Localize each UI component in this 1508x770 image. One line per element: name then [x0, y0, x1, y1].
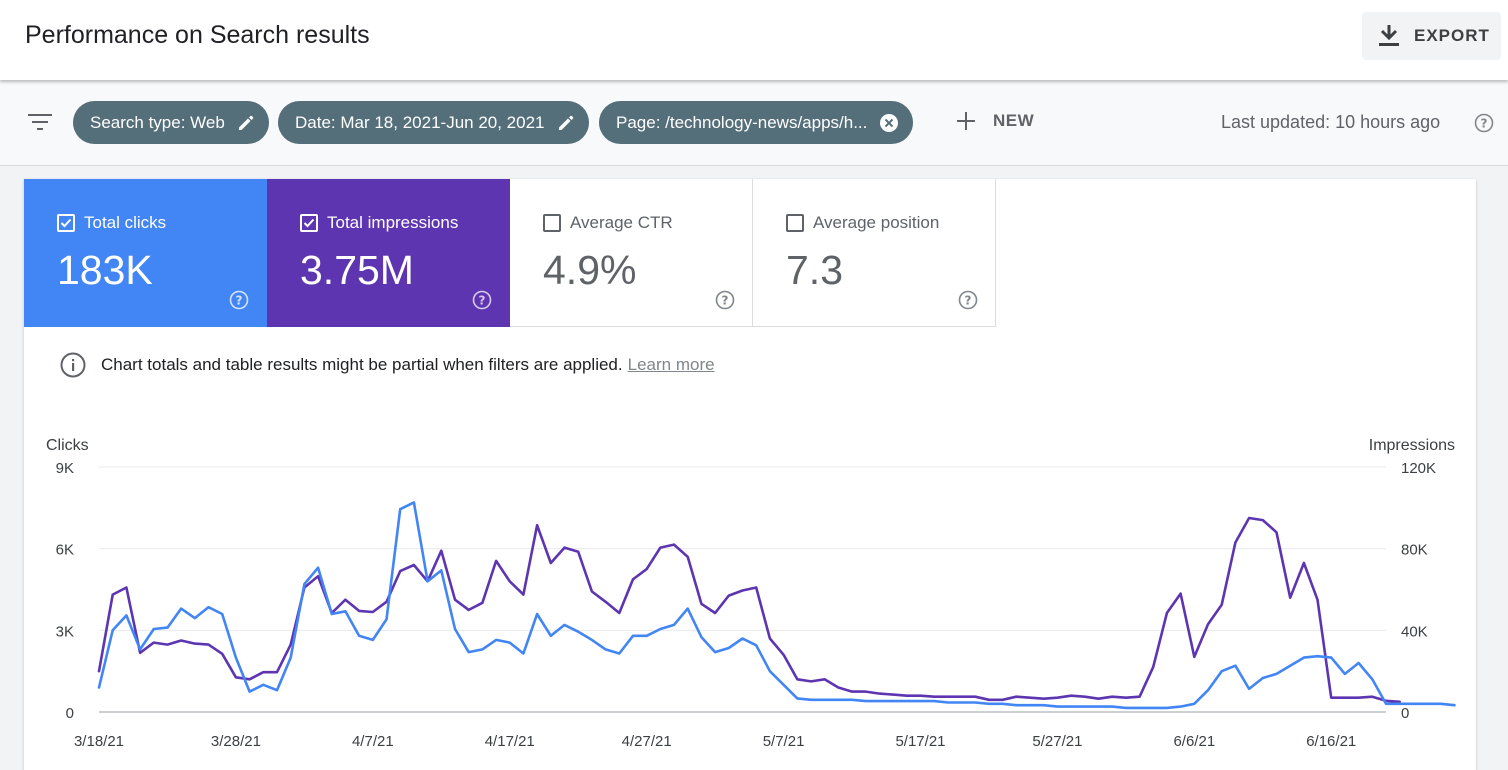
- checkbox-icon[interactable]: [57, 214, 75, 232]
- right-tick-label: 40K: [1401, 623, 1428, 640]
- metric-label: Total impressions: [327, 213, 459, 232]
- left-tick-label: 9K: [56, 460, 74, 477]
- checkbox-icon[interactable]: [543, 214, 561, 232]
- checkbox-icon[interactable]: [300, 214, 318, 232]
- filter-chip-search-type[interactable]: Search type: Web: [73, 101, 269, 144]
- last-updated-text: Last updated: 10 hours ago: [1221, 112, 1441, 132]
- help-icon[interactable]: ?: [229, 290, 249, 310]
- series-line-impressions[interactable]: [97, 516, 1401, 704]
- x-tick-label: 3/28/21: [211, 733, 261, 750]
- series-line-clicks[interactable]: [97, 501, 1456, 710]
- svg-text:?: ?: [479, 294, 486, 308]
- partial-results-notice: Chart totals and table results might be …: [60, 352, 715, 378]
- x-tick-label: 4/7/21: [352, 733, 394, 750]
- right-tick-label: 120K: [1401, 460, 1436, 477]
- filter-chip-page[interactable]: Page: /technology-news/apps/h...: [599, 101, 914, 144]
- metric-average-position[interactable]: Average position 7.3 ?: [753, 179, 996, 327]
- help-icon[interactable]: ?: [472, 290, 492, 310]
- chip-label: Search type: Web: [90, 112, 225, 132]
- svg-text:?: ?: [722, 294, 729, 308]
- help-icon[interactable]: ?: [1474, 113, 1494, 133]
- top-bar: Performance on Search results EXPORT: [0, 0, 1508, 80]
- right-axis-label: Impressions: [1369, 437, 1455, 454]
- metric-label: Average CTR: [570, 213, 673, 232]
- metric-value: 4.9%: [543, 247, 637, 293]
- x-tick-label: 4/27/21: [622, 733, 672, 750]
- performance-chart: Clicks Impressions 0 0 3K 40K 6K 80K 9K 120K 3/1…: [46, 437, 1456, 750]
- pencil-icon[interactable]: [557, 114, 575, 132]
- metric-label: Total clicks: [84, 213, 167, 232]
- new-label: NEW: [993, 111, 1035, 130]
- svg-text:?: ?: [236, 294, 243, 308]
- metric-value: 183K: [57, 247, 153, 293]
- new-filter-button[interactable]: NEW: [955, 110, 1034, 132]
- x-tick-label: 6/6/21: [1173, 733, 1215, 750]
- learn-more-link[interactable]: Learn more: [627, 355, 715, 374]
- chip-label: Page: /technology-news/apps/h...: [616, 112, 868, 132]
- chip-label: Date: Mar 18, 2021-Jun 20, 2021: [295, 112, 545, 132]
- svg-text:?: ?: [965, 294, 972, 308]
- x-tick-label: 5/7/21: [763, 733, 805, 750]
- metric-average-ctr[interactable]: Average CTR 4.9% ?: [510, 179, 753, 327]
- help-icon[interactable]: ?: [958, 290, 978, 310]
- right-tick-label: 0: [1401, 705, 1409, 722]
- help-icon[interactable]: ?: [715, 290, 735, 310]
- performance-card: Total clicks 183K ? Total impressions 3.…: [24, 179, 1476, 770]
- svg-text:?: ?: [1481, 117, 1488, 131]
- export-label: EXPORT: [1414, 26, 1490, 45]
- x-tick-label: 5/27/21: [1032, 733, 1082, 750]
- left-tick-label: 6K: [56, 542, 74, 559]
- metric-total-impressions[interactable]: Total impressions 3.75M ?: [267, 179, 510, 327]
- left-axis-label: Clicks: [46, 437, 89, 454]
- left-tick-label: 3K: [56, 623, 74, 640]
- close-icon[interactable]: [879, 113, 899, 133]
- download-icon: [1379, 25, 1399, 46]
- x-tick-label: 5/17/21: [895, 733, 945, 750]
- right-tick-label: 80K: [1401, 542, 1428, 559]
- export-button[interactable]: EXPORT: [1362, 12, 1501, 60]
- metric-value: 3.75M: [300, 247, 414, 293]
- checkbox-icon[interactable]: [786, 214, 804, 232]
- x-tick-label: 3/18/21: [74, 733, 124, 750]
- filter-icon[interactable]: [28, 112, 52, 132]
- plus-icon: [957, 112, 975, 130]
- filter-chip-date[interactable]: Date: Mar 18, 2021-Jun 20, 2021: [278, 101, 589, 144]
- metric-value: 7.3: [786, 247, 843, 293]
- info-icon: [60, 352, 86, 378]
- left-tick-label: 0: [66, 705, 74, 722]
- x-tick-label: 6/16/21: [1306, 733, 1356, 750]
- filter-bar: Search type: Web Date: Mar 18, 2021-Jun …: [0, 80, 1508, 166]
- page-title: Performance on Search results: [25, 21, 370, 49]
- x-tick-label: 4/17/21: [485, 733, 535, 750]
- metric-label: Average position: [813, 213, 940, 232]
- metric-total-clicks[interactable]: Total clicks 183K ?: [24, 179, 267, 327]
- pencil-icon[interactable]: [237, 114, 255, 132]
- notice-text: Chart totals and table results might be …: [101, 355, 623, 374]
